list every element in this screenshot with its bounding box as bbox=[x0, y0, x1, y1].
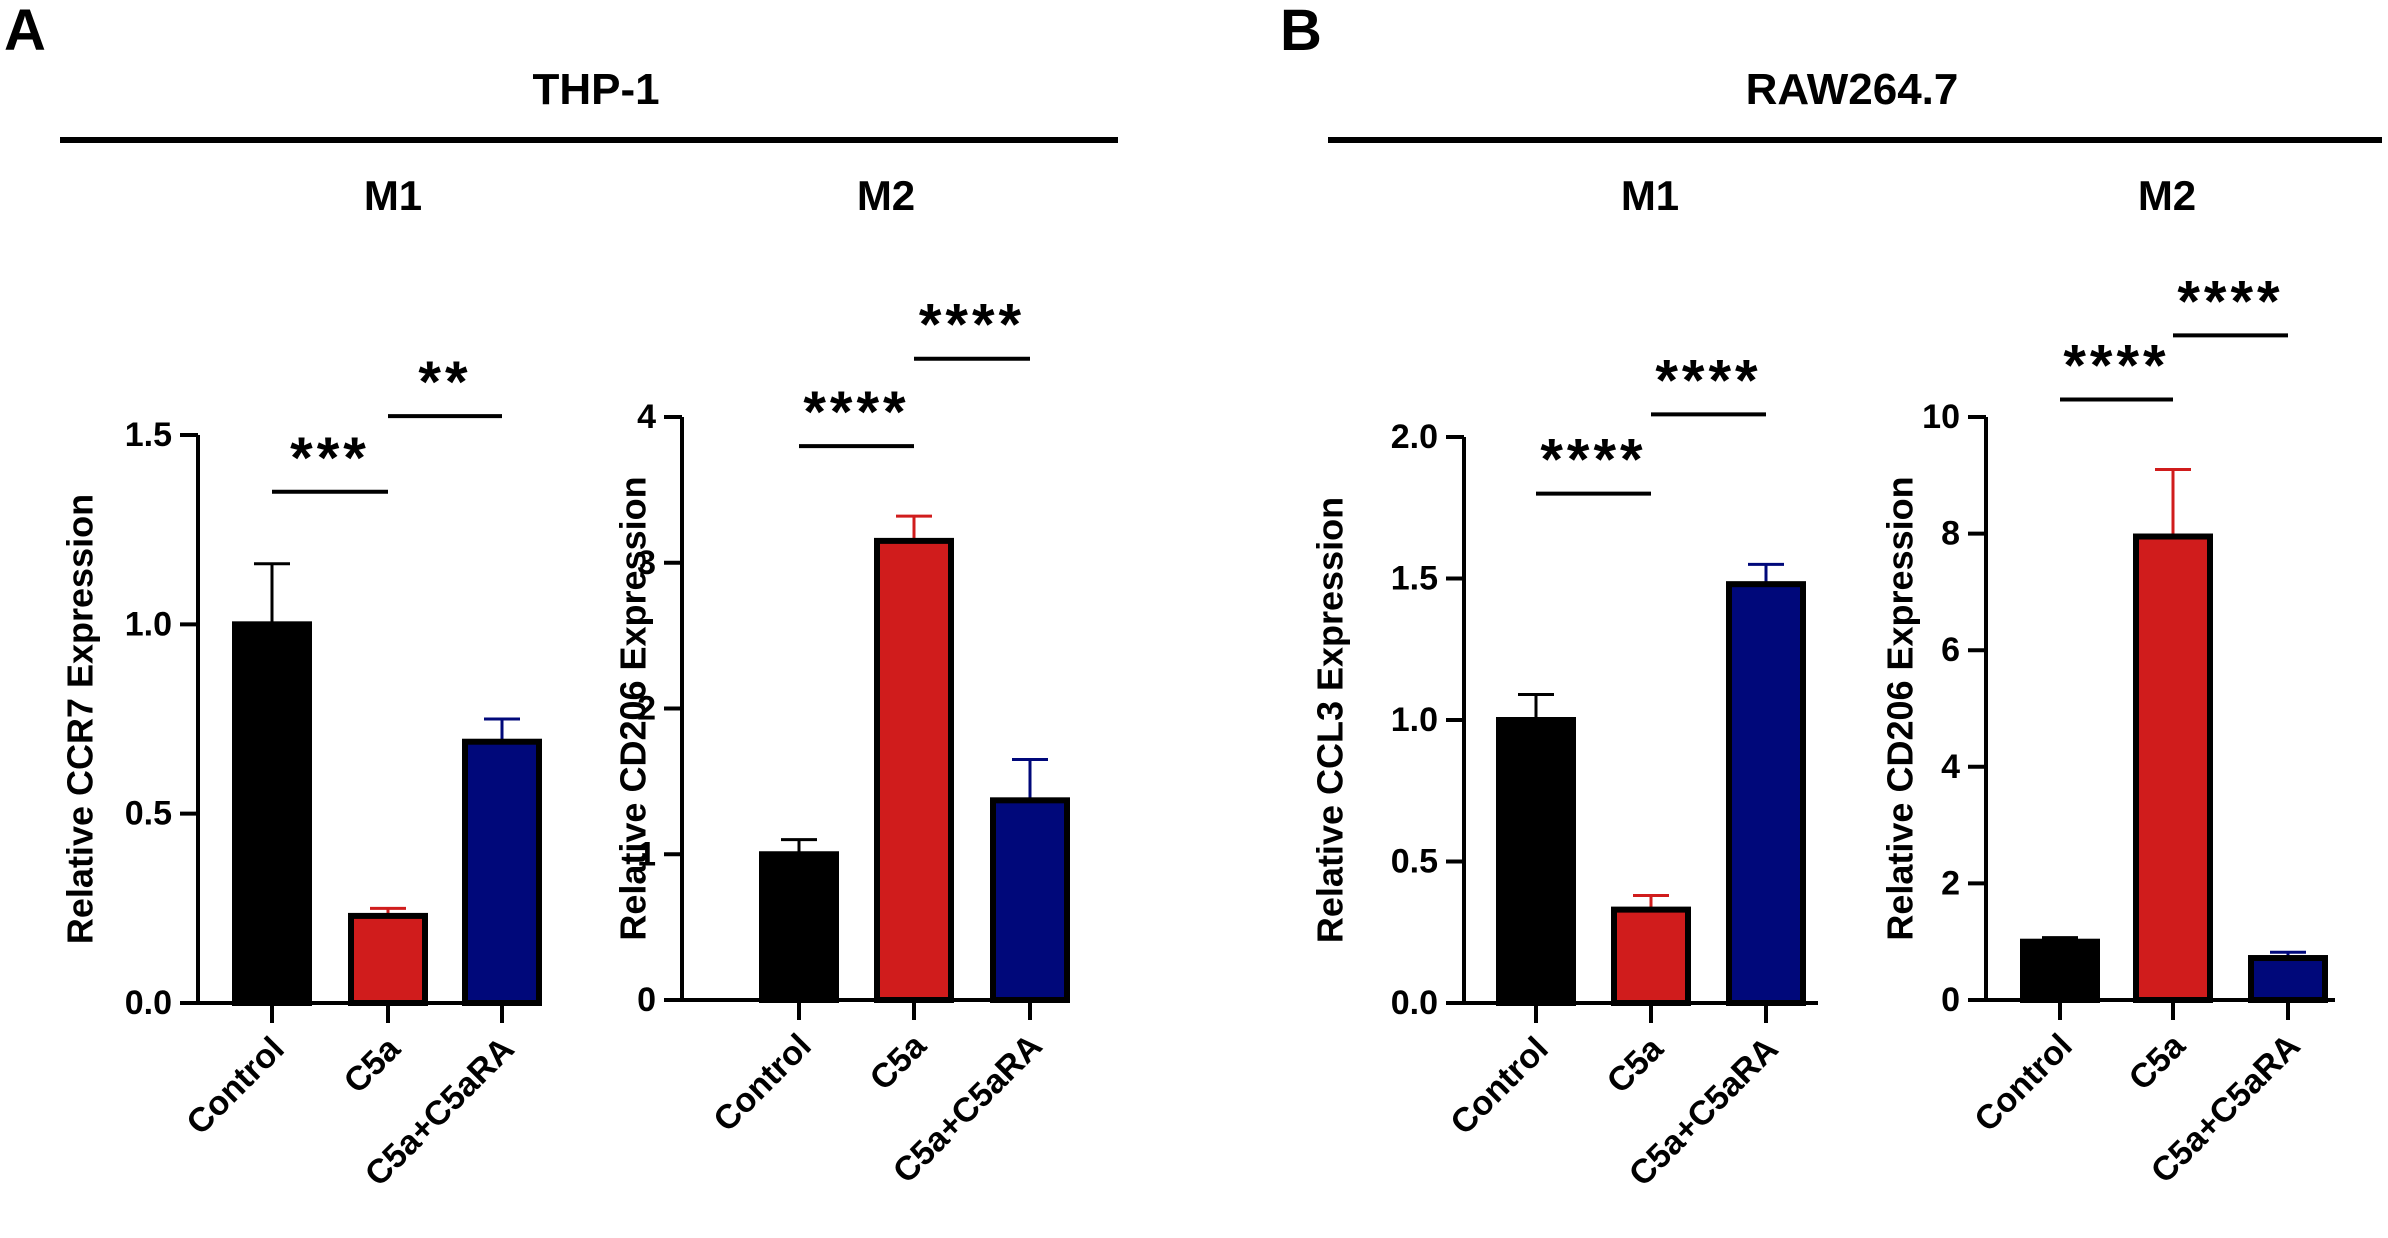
bar-c5a-c5ara bbox=[2248, 955, 2328, 1003]
y-axis-title: Relative CD206 Expression bbox=[613, 476, 654, 940]
y-tick-label: 3 bbox=[637, 544, 656, 582]
chart-raw-m1: M1 Relative CCL3 Expression 0.0 0.5 1.0 1.5 2.… bbox=[1310, 172, 1818, 1194]
y-tick-label: 2 bbox=[1941, 864, 1960, 902]
significance-label: ** bbox=[418, 350, 471, 415]
x-category-label: C5a bbox=[1600, 1029, 1672, 1101]
x-category-label: Control bbox=[1967, 1027, 2079, 1139]
y-tick-label: 1.5 bbox=[1391, 560, 1438, 598]
y-tick-label: 0.0 bbox=[125, 984, 172, 1022]
bar-c5a bbox=[874, 537, 954, 1003]
bar-c5a-c5ara bbox=[1726, 581, 1806, 1006]
significance-label: **** bbox=[1540, 428, 1646, 493]
bar-control bbox=[232, 621, 312, 1006]
y-tick-label: 8 bbox=[1941, 515, 1960, 553]
y-axis-title: Relative CD206 Expression bbox=[1880, 476, 1921, 940]
significance-label: **** bbox=[803, 380, 909, 445]
x-category-label: Control bbox=[1443, 1030, 1555, 1142]
y-axis-title: Relative CCR7 Expression bbox=[60, 494, 101, 944]
x-category-label: C5a bbox=[863, 1026, 935, 1098]
y-tick-label: 1.5 bbox=[125, 416, 172, 454]
significance-label: **** bbox=[2063, 334, 2169, 399]
significance-label: **** bbox=[1655, 348, 1761, 413]
y-tick-label: 2 bbox=[637, 690, 656, 728]
chart-raw-m2: M2 Relative CD206 Expression 0 2 4 6 8 10 Contro… bbox=[1880, 172, 2335, 1191]
group-title-raw264: RAW264.7 bbox=[1746, 65, 1959, 114]
y-tick-label: 1.0 bbox=[1391, 701, 1438, 739]
y-tick-label: 4 bbox=[637, 398, 656, 436]
bar-c5a bbox=[1611, 906, 1691, 1006]
x-category-label: Control bbox=[179, 1030, 291, 1142]
y-tick-label: 10 bbox=[1922, 398, 1960, 436]
chart-subtitle: M2 bbox=[2138, 172, 2196, 219]
x-category-label: C5a bbox=[337, 1029, 409, 1101]
y-tick-label: 1.0 bbox=[125, 605, 172, 643]
y-tick-label: 0 bbox=[1941, 981, 1960, 1019]
bar-control bbox=[2020, 938, 2100, 1004]
significance-label: *** bbox=[290, 426, 370, 491]
significance-label: **** bbox=[2177, 269, 2283, 334]
y-tick-label: 0 bbox=[637, 981, 656, 1019]
bar-c5a bbox=[348, 912, 428, 1007]
bar-control bbox=[1496, 717, 1576, 1006]
significance-label: **** bbox=[919, 293, 1025, 358]
chart-thp1-m2: M2 Relative CD206 Expression 0 1 2 3 4 Control C… bbox=[613, 172, 1070, 1191]
bar-control bbox=[759, 851, 839, 1003]
panel-letter-b: B bbox=[1280, 0, 1322, 63]
y-tick-label: 4 bbox=[1941, 748, 1960, 786]
y-tick-label: 0.5 bbox=[125, 795, 172, 833]
x-category-label: C5a bbox=[2122, 1026, 2194, 1098]
y-axis-title: Relative CCL3 Expression bbox=[1310, 497, 1351, 943]
chart-subtitle: M1 bbox=[1621, 172, 1679, 219]
chart-subtitle: M2 bbox=[857, 172, 915, 219]
bar-c5a bbox=[2133, 533, 2213, 1003]
y-tick-label: 0.0 bbox=[1391, 984, 1438, 1022]
group-title-thp1: THP-1 bbox=[532, 65, 659, 114]
bar-c5a-c5ara bbox=[990, 797, 1070, 1004]
chart-subtitle: M1 bbox=[364, 172, 422, 219]
y-tick-label: 2.0 bbox=[1391, 418, 1438, 456]
y-tick-label: 6 bbox=[1941, 631, 1960, 669]
chart-thp1-m1: M1 Relative CCR7 Expression 0.0 0.5 1.0 1.5 Co… bbox=[60, 172, 542, 1194]
panel-letter-a: A bbox=[4, 0, 46, 63]
bar-c5a-c5ara bbox=[462, 738, 542, 1006]
x-category-label: Control bbox=[706, 1027, 818, 1139]
y-tick-label: 1 bbox=[637, 835, 656, 873]
y-tick-label: 0.5 bbox=[1391, 843, 1438, 881]
